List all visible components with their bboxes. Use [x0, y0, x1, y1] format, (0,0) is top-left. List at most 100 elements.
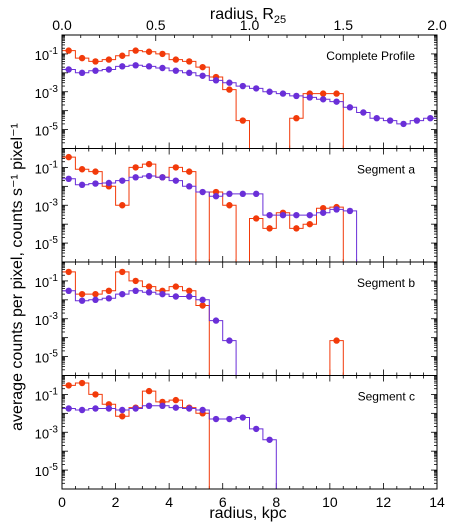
data-point-red: [172, 396, 180, 404]
series-red-step: [62, 382, 210, 489]
data-point-purple: [186, 405, 193, 412]
data-point-purple: [319, 96, 327, 103]
data-point-red: [293, 114, 300, 122]
panel-title: Segment a: [357, 163, 415, 177]
data-point-red: [105, 287, 113, 295]
data-point-purple: [252, 85, 260, 92]
data-point-purple: [293, 211, 300, 219]
data-point-red: [186, 168, 193, 175]
panel-frame: [61, 375, 438, 490]
data-point-purple: [319, 209, 327, 216]
y-tick-label: 10-3: [35, 84, 59, 101]
data-point-red: [105, 56, 113, 63]
panel-0: 10-1 10-3 10-5 0.0 0.5 1.0 1.5 2.0 Complete Prof…: [35, 17, 447, 149]
data-point-purple: [145, 289, 153, 296]
top-tick-label: 2.0: [427, 17, 447, 33]
data-point-purple: [119, 63, 126, 70]
data-point-purple: [159, 174, 166, 181]
data-point-purple: [306, 94, 313, 101]
data-point-purple: [132, 287, 139, 295]
data-point-red: [119, 52, 126, 59]
data-point-red: [132, 277, 139, 285]
data-point-red: [92, 58, 99, 65]
data-point-purple: [266, 88, 273, 95]
data-point-purple: [413, 117, 421, 124]
data-point-red: [145, 283, 153, 290]
data-point-red: [119, 413, 126, 420]
x-tick-label: 0: [58, 494, 66, 510]
y-tick-label: 10-5: [35, 235, 59, 252]
data-point-purple: [279, 90, 287, 97]
data-point-red: [172, 283, 180, 290]
data-point-purple: [159, 64, 166, 72]
data-point-red: [319, 90, 327, 97]
series-purple-step: [62, 290, 237, 376]
data-point-purple: [239, 82, 247, 90]
top-tick-label: 0.0: [52, 17, 72, 33]
data-point-red: [293, 225, 300, 232]
y-tick-label: 10-3: [35, 197, 59, 214]
data-point-purple: [346, 207, 354, 215]
panel-3: 10-1 10-3 10-5 Segment c: [35, 375, 438, 490]
data-point-red: [172, 164, 180, 171]
data-point-purple: [186, 183, 193, 190]
panel-2: 10-1 10-3 10-5 Segment b: [35, 261, 438, 376]
data-point-red: [92, 168, 99, 175]
data-point-purple: [186, 293, 193, 300]
data-point-purple: [132, 405, 139, 412]
data-point-purple: [360, 109, 367, 116]
series-red-step: [62, 156, 344, 262]
data-point-purple: [333, 206, 340, 213]
data-point-red: [132, 47, 139, 54]
x-tick-label: 14: [429, 494, 445, 510]
data-point-red: [119, 202, 126, 209]
data-point-purple: [65, 175, 72, 183]
data-point-purple: [239, 190, 247, 198]
data-point-purple: [212, 77, 220, 84]
y-tick-label: 10-5: [35, 462, 59, 479]
y-tick-label: 10-5: [35, 349, 59, 366]
x-tick-label: 8: [272, 494, 280, 510]
y-tick-label: 10-5: [35, 122, 59, 139]
top-tick-label: 0.5: [146, 17, 166, 33]
data-point-purple: [92, 180, 99, 187]
data-point-purple: [92, 296, 99, 304]
data-point-purple: [172, 293, 180, 300]
data-point-red: [266, 225, 273, 232]
top-tick-label: 1.5: [334, 17, 354, 33]
data-point-purple: [199, 296, 206, 304]
data-point-red: [119, 268, 126, 276]
data-point-red: [92, 391, 99, 398]
x-axis-label: radius, kpc: [209, 505, 286, 522]
panel-title: Segment c: [358, 390, 415, 404]
data-point-red: [65, 268, 72, 276]
data-point-purple: [172, 177, 180, 184]
data-point-purple: [226, 190, 233, 198]
data-point-purple: [199, 188, 206, 196]
data-point-red: [65, 47, 72, 54]
data-point-purple: [226, 79, 233, 86]
data-point-red: [65, 153, 72, 161]
data-point-red: [199, 302, 206, 309]
x-tick-label: 12: [376, 494, 392, 510]
data-point-red: [78, 290, 86, 298]
y-tick-label: 10-1: [35, 386, 59, 403]
data-point-purple: [119, 177, 126, 184]
data-point-purple: [172, 404, 180, 411]
data-point-purple: [386, 117, 394, 124]
data-point-red: [145, 48, 153, 55]
y-axis-label: average counts per pixel, counts s⁻¹ pix…: [9, 123, 26, 431]
data-point-purple: [78, 69, 86, 77]
data-point-red: [145, 160, 153, 168]
data-point-red: [306, 220, 313, 228]
data-point-purple: [65, 66, 72, 73]
data-point-red: [78, 166, 86, 173]
top-axis-label: radius, R25: [210, 6, 286, 26]
data-point-purple: [293, 92, 300, 100]
data-point-purple: [105, 179, 113, 187]
data-point-red: [92, 290, 99, 298]
data-point-purple: [186, 69, 193, 77]
data-point-red: [186, 58, 193, 65]
data-point-purple: [105, 295, 113, 302]
